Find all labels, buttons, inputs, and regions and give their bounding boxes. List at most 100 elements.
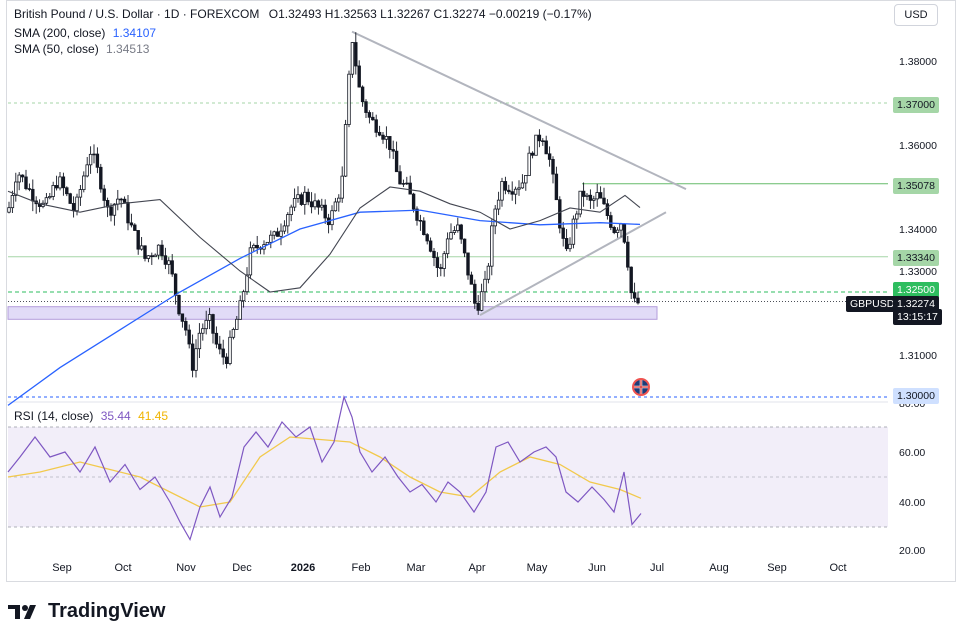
x-tick: Jul [649,562,665,574]
candle-body [292,198,297,208]
candle-body [184,320,188,331]
candle-body [313,200,317,208]
candle-body [112,203,117,216]
candle-body [466,252,470,276]
candle-body [350,42,355,75]
candle-body [170,260,174,275]
x-tick: Sep [52,562,72,574]
candle-body [544,140,548,155]
candle-body [575,213,579,220]
x-tick: Sep [767,562,787,574]
candle-body [469,274,474,285]
candle-body [75,196,79,212]
candle-body [354,42,358,67]
candle-body [391,149,395,152]
candle-body [119,198,123,201]
candle-body [14,181,18,196]
candle-body [167,260,171,265]
support-zone[interactable] [7,306,658,320]
x-tick: Aug [709,562,729,574]
x-tick: Nov [176,562,196,574]
tradingview-logo-icon [8,604,36,619]
candle-body [551,158,555,175]
candle-body [296,194,300,199]
candle-body [194,348,198,371]
candle-body [428,240,433,252]
tradingview-logo[interactable]: TradingView [8,600,165,623]
candle-body [500,181,504,201]
candle-body [517,187,521,190]
candle-body [530,152,535,156]
trendline-1[interactable] [351,30,687,191]
candle-body [473,283,477,304]
currency-button[interactable]: USD [894,4,938,26]
candle-body [143,245,147,259]
candle-body [398,171,402,185]
sma50-legend[interactable]: SMA (50, close) 1.34513 [14,42,149,56]
x-tick: Oct [114,562,132,574]
x-tick: May [526,562,548,574]
candle-body [245,274,249,293]
candle-body [105,200,110,208]
candle-body [289,206,293,215]
candle-body [204,319,208,330]
candle-body [357,65,361,88]
level-tag-1-3334: 1.33340 [893,250,939,266]
candle-body [452,230,457,233]
rsi-line[interactable] [7,394,642,542]
candle-body [554,173,559,201]
candle-body [384,136,389,140]
candle-body [422,220,426,236]
candle-body [51,185,55,197]
candle-body [221,348,225,358]
candle-body [92,153,96,156]
candle-body [109,206,113,216]
countdown-tag: 13:15:17 [893,309,942,325]
candle-body [197,332,202,350]
candle-body [367,112,372,118]
candle-body [65,187,69,195]
sma200-legend[interactable]: SMA (200, close) 1.34107 [14,26,156,40]
candle-body [116,198,120,205]
candle-body [71,203,76,212]
candle-body [48,196,52,199]
candle-body [605,203,610,216]
candle-body [231,329,236,338]
x-tick: Dec [232,562,252,574]
candle-body [442,253,446,269]
price-tick: 1.31000 [899,350,937,362]
candle-body [316,200,321,208]
rsi-legend[interactable]: RSI (14, close) 35.44 41.45 [14,409,168,423]
candle-body [418,219,423,222]
candle-body [187,329,191,345]
candle-body [632,292,637,299]
candle-body [61,176,66,189]
trendline-2[interactable] [479,211,667,316]
candle-body [612,227,616,233]
candle-body [561,227,565,239]
candle-body [190,343,195,371]
sma50-value: 1.34513 [106,42,150,56]
candle-body [547,153,552,160]
candle-body [377,131,382,136]
candle-body [201,328,205,334]
candle-body [374,119,378,133]
rsi-ma-value: 41.45 [138,409,169,423]
rsi-ma-line[interactable] [7,436,642,508]
sma50-line[interactable] [7,186,641,293]
candle-body [88,153,93,166]
candle-body [337,197,341,203]
candle-body [486,265,491,280]
candle-body [568,243,572,250]
candle-body [629,266,633,294]
candle-body [347,73,351,125]
candle-body [10,195,15,209]
sma200-line[interactable] [7,209,641,406]
candle-body [571,218,576,245]
brand-name: TradingView [48,600,166,622]
candle-body [160,244,164,257]
candle-body [364,101,368,113]
candle-body [333,201,338,212]
candle-body [381,134,385,140]
